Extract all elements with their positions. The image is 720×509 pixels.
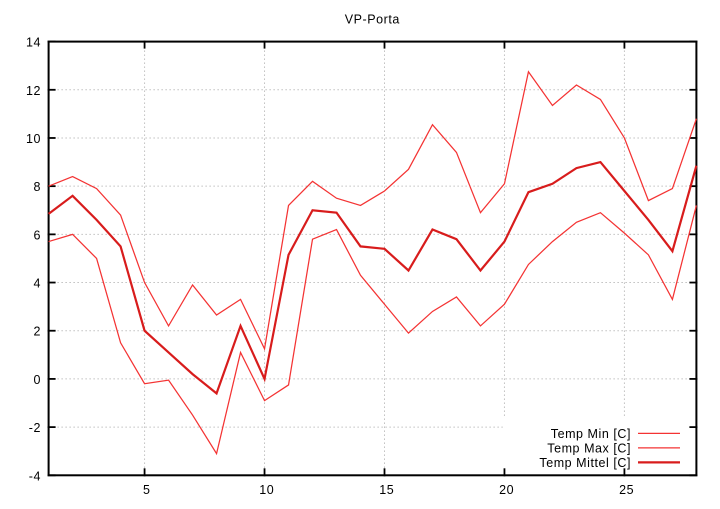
- svg-text:VP-Porta: VP-Porta: [345, 13, 400, 27]
- svg-text:10: 10: [259, 483, 274, 497]
- svg-text:2: 2: [33, 325, 41, 339]
- svg-text:20: 20: [499, 483, 514, 497]
- svg-text:14: 14: [26, 36, 41, 50]
- svg-text:25: 25: [619, 483, 634, 497]
- svg-text:5: 5: [143, 483, 151, 497]
- svg-text:8: 8: [33, 180, 41, 194]
- svg-text:0: 0: [33, 373, 41, 387]
- svg-text:15: 15: [379, 483, 394, 497]
- svg-text:Temp Min [C]: Temp Min [C]: [551, 427, 631, 441]
- svg-text:4: 4: [33, 277, 41, 291]
- svg-text:Temp Mittel [C]: Temp Mittel [C]: [539, 456, 631, 470]
- svg-text:6: 6: [33, 228, 41, 242]
- svg-text:-4: -4: [29, 469, 41, 483]
- svg-text:10: 10: [26, 132, 41, 146]
- svg-text:Temp Max [C]: Temp Max [C]: [547, 441, 631, 455]
- svg-text:12: 12: [26, 84, 41, 98]
- svg-text:-2: -2: [29, 421, 41, 435]
